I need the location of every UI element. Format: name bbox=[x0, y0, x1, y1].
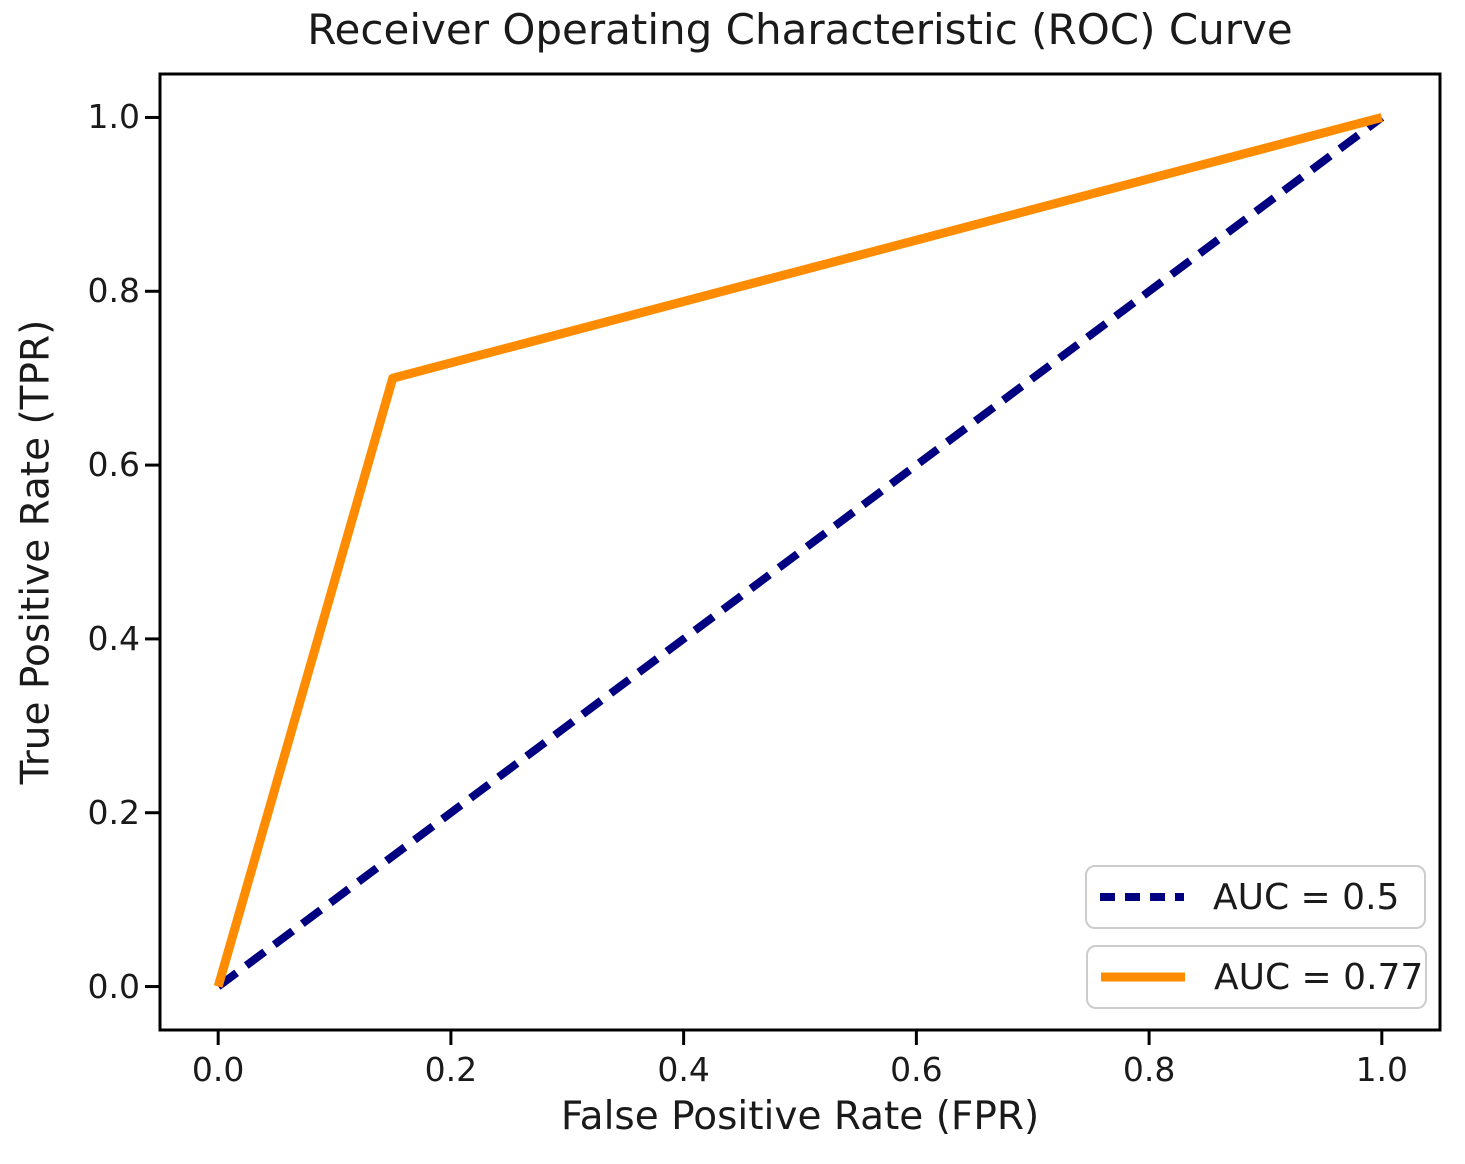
solid-line-sample-icon bbox=[1101, 972, 1185, 982]
chart-title: Receiver Operating Characteristic (ROC) … bbox=[307, 5, 1293, 54]
x-tick-label: 0.2 bbox=[424, 1050, 478, 1089]
x-axis-label: False Positive Rate (FPR) bbox=[560, 1094, 1040, 1139]
dashed-line-sample-icon bbox=[1100, 893, 1184, 901]
axes-spines bbox=[158, 72, 1442, 1032]
x-tick-label: 1.0 bbox=[1355, 1050, 1409, 1089]
series-line-0 bbox=[215, 114, 1385, 990]
y-tick-label: 0.0 bbox=[87, 966, 140, 1006]
series-line-1 bbox=[213, 113, 1383, 988]
y-tick-label: 0.8 bbox=[87, 271, 140, 311]
legend-label-auc-0-5: AUC = 0.5 bbox=[1213, 876, 1400, 918]
x-tick-label: 0.6 bbox=[890, 1050, 943, 1089]
y-tick-label: 0.4 bbox=[87, 618, 140, 658]
legend-entry-auc-0-77: AUC = 0.77 bbox=[1086, 945, 1427, 1009]
y-tick-label: 1.0 bbox=[87, 97, 140, 137]
x-tick-label: 0.4 bbox=[657, 1050, 710, 1089]
legend-label-auc-0-77: AUC = 0.77 bbox=[1214, 956, 1424, 998]
x-tick-label: 0.0 bbox=[191, 1050, 245, 1089]
legend-entry-auc-0-5: AUC = 0.5 bbox=[1085, 865, 1426, 929]
x-tick-label: 0.8 bbox=[1122, 1050, 1176, 1089]
y-tick-label: 0.2 bbox=[87, 792, 140, 832]
y-tick-label: 0.6 bbox=[87, 445, 140, 485]
